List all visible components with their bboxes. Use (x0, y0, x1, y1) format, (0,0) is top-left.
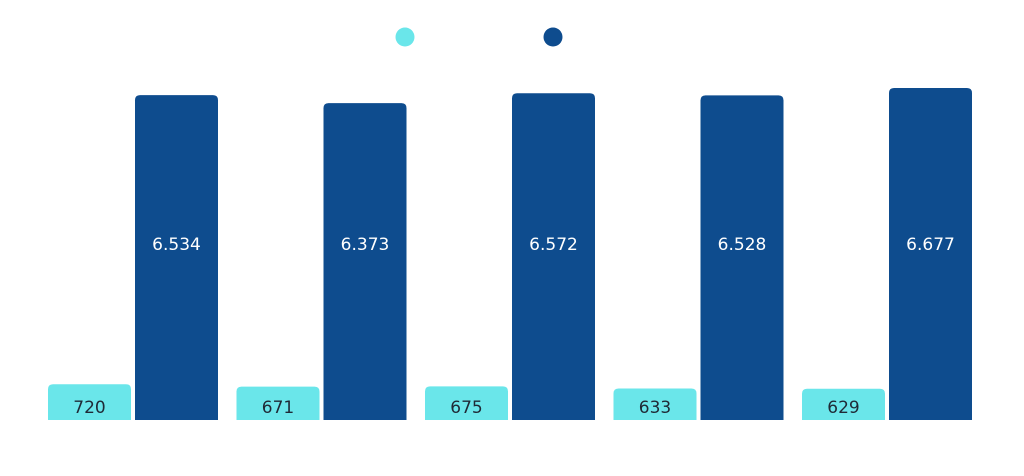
bar-series-2-group-1 (135, 95, 218, 420)
data-label-series-2-group-5: 6.677 (906, 235, 955, 255)
data-label-series-2-group-4: 6.528 (718, 235, 767, 255)
data-label-series-1-group-3: 675 (450, 398, 482, 418)
data-label-series-2-group-2: 6.373 (341, 235, 390, 255)
data-label-series-1-group-2: 671 (262, 398, 294, 418)
bar-series-1-group-2 (236, 386, 320, 420)
bar-series-2-group-3 (512, 93, 595, 420)
bars: 720 6.534 671 6.373 675 6.572 633 6.528 629 6.677 (48, 88, 972, 420)
bar-series-2-group-5 (889, 88, 972, 420)
data-label-series-1-group-5: 629 (827, 398, 859, 418)
data-label-series-1-group-1: 720 (73, 398, 105, 418)
data-label-series-1-group-4: 633 (639, 398, 671, 418)
bar-series-1-group-4 (613, 388, 697, 420)
data-label-series-2-group-3: 6.572 (529, 235, 578, 255)
legend-marker-series-2 (543, 27, 563, 47)
data-label-series-2-group-1: 6.534 (152, 235, 201, 255)
bar-series-1-group-1 (48, 384, 131, 420)
bar-series-2-group-4 (700, 95, 784, 420)
bar-series-2-group-2 (323, 103, 407, 420)
bar-series-1-group-5 (802, 388, 885, 420)
bar-series-1-group-3 (425, 386, 508, 420)
legend (395, 27, 563, 47)
legend-marker-series-1 (395, 27, 415, 47)
